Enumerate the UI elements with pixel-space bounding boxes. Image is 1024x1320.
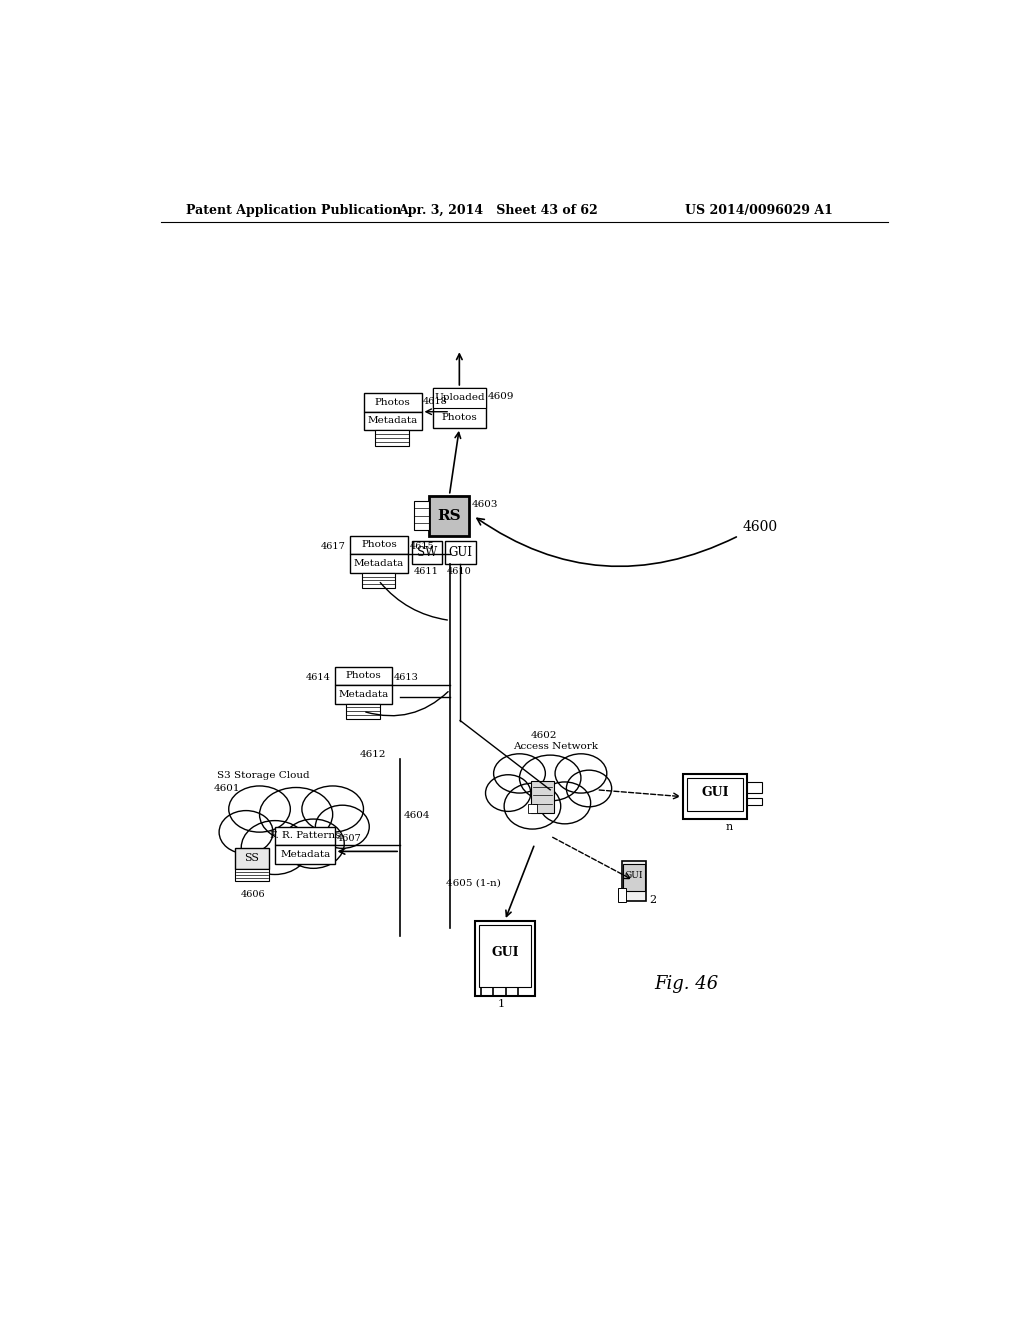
Text: n: n xyxy=(726,822,733,832)
Ellipse shape xyxy=(519,755,581,801)
Bar xyxy=(624,863,645,891)
Bar xyxy=(361,573,395,589)
Ellipse shape xyxy=(555,754,607,793)
Text: 4600: 4600 xyxy=(742,520,778,535)
Bar xyxy=(429,496,469,536)
Bar xyxy=(350,554,408,573)
Bar xyxy=(683,775,746,818)
Bar xyxy=(275,826,336,845)
Bar xyxy=(746,781,762,793)
Text: Uploaded: Uploaded xyxy=(434,393,484,403)
Ellipse shape xyxy=(283,818,344,869)
Bar xyxy=(531,780,554,813)
Bar xyxy=(364,393,422,412)
Bar xyxy=(364,412,422,430)
Text: Metadata: Metadata xyxy=(353,558,404,568)
Bar xyxy=(622,861,646,900)
Text: F. R. Patterns: F. R. Patterns xyxy=(270,832,341,841)
Ellipse shape xyxy=(242,821,308,875)
Bar xyxy=(478,925,531,987)
Bar xyxy=(528,804,538,813)
Text: 4617: 4617 xyxy=(321,543,346,550)
Bar xyxy=(617,888,626,903)
Text: 4607: 4607 xyxy=(337,834,361,843)
Bar xyxy=(414,502,429,531)
Ellipse shape xyxy=(228,785,291,832)
Bar xyxy=(335,667,392,685)
Text: 4604: 4604 xyxy=(403,812,430,820)
Text: Photos: Photos xyxy=(361,540,396,549)
Text: GUI: GUI xyxy=(449,546,472,560)
Text: Metadata: Metadata xyxy=(338,690,389,698)
Text: 4618: 4618 xyxy=(423,397,447,407)
Text: 4611: 4611 xyxy=(414,566,439,576)
Text: 4612: 4612 xyxy=(360,750,386,759)
Text: GUI: GUI xyxy=(625,871,643,879)
Bar xyxy=(687,779,742,812)
Text: 4610: 4610 xyxy=(447,566,472,576)
Ellipse shape xyxy=(494,754,546,793)
Text: 4601: 4601 xyxy=(214,784,241,792)
Text: Fig. 46: Fig. 46 xyxy=(654,974,719,993)
Text: SS: SS xyxy=(245,853,259,863)
Text: 4614: 4614 xyxy=(305,673,330,681)
Text: SW: SW xyxy=(417,546,437,560)
Text: RS: RS xyxy=(437,508,461,523)
Text: 4605 (1-n): 4605 (1-n) xyxy=(446,878,501,887)
Text: Patent Application Publication: Patent Application Publication xyxy=(186,205,401,218)
Bar xyxy=(444,541,475,564)
Ellipse shape xyxy=(219,810,273,854)
Bar xyxy=(275,845,336,863)
Bar xyxy=(346,704,380,719)
Ellipse shape xyxy=(302,785,364,832)
Text: 4615: 4615 xyxy=(410,543,434,550)
Ellipse shape xyxy=(504,783,561,829)
Ellipse shape xyxy=(485,775,530,812)
Bar xyxy=(350,536,408,554)
Bar xyxy=(412,541,442,564)
Text: 4603: 4603 xyxy=(472,499,498,508)
Bar xyxy=(433,388,485,428)
Text: S3 Storage Cloud: S3 Storage Cloud xyxy=(217,771,309,780)
Text: 1: 1 xyxy=(498,999,505,1010)
Text: Metadata: Metadata xyxy=(368,417,418,425)
Ellipse shape xyxy=(259,788,333,841)
Text: Access Network: Access Network xyxy=(513,742,598,751)
Bar xyxy=(376,430,410,446)
Bar xyxy=(234,847,269,869)
Bar xyxy=(433,388,485,408)
Text: Metadata: Metadata xyxy=(281,850,331,859)
Text: 4606: 4606 xyxy=(241,890,265,899)
Text: Apr. 3, 2014   Sheet 43 of 62: Apr. 3, 2014 Sheet 43 of 62 xyxy=(398,205,598,218)
Text: 2: 2 xyxy=(649,895,656,904)
Text: GUI: GUI xyxy=(701,787,729,800)
Ellipse shape xyxy=(315,805,370,849)
Ellipse shape xyxy=(539,781,591,824)
Text: Photos: Photos xyxy=(441,413,477,422)
Text: 4602: 4602 xyxy=(531,731,557,741)
Text: US 2014/0096029 A1: US 2014/0096029 A1 xyxy=(685,205,833,218)
Bar xyxy=(475,921,535,997)
Text: GUI: GUI xyxy=(492,946,518,960)
Text: Photos: Photos xyxy=(375,399,411,407)
Text: 4609: 4609 xyxy=(487,392,514,401)
Ellipse shape xyxy=(566,770,611,807)
Bar xyxy=(335,685,392,704)
Text: 4613: 4613 xyxy=(394,673,419,681)
Bar xyxy=(234,869,269,882)
Text: Photos: Photos xyxy=(346,672,381,680)
Bar xyxy=(746,797,762,805)
